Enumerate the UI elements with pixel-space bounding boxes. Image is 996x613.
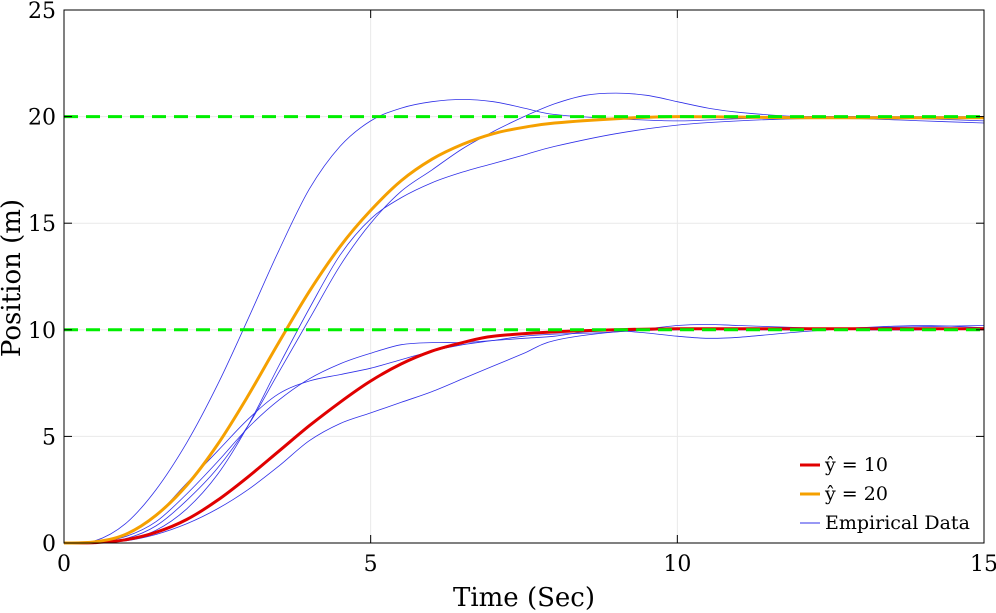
plot-area-frame (63, 9, 985, 544)
legend-label: ŷ = 20 (824, 483, 888, 505)
y-tick-label: 5 (42, 425, 56, 450)
y-tick-label: 20 (28, 106, 56, 131)
x-tick-label: 0 (57, 552, 71, 577)
legend-label: ŷ = 10 (824, 454, 888, 476)
y-axis-ticks: 0 5 10 15 20 25 (28, 0, 984, 557)
x-tick-label: 5 (364, 552, 378, 577)
y-tick-label: 0 (42, 532, 56, 557)
series-line-y-hat-10 (63, 327, 984, 545)
y-axis-title: Position (m) (0, 199, 27, 357)
x-tick-label: 10 (663, 552, 691, 577)
legend-label: Empirical Data (825, 512, 970, 534)
data-series (63, 92, 985, 545)
y-tick-label: 25 (28, 0, 56, 24)
x-tick-label: 15 (970, 552, 996, 577)
series-line-empirical-run-1 (63, 99, 984, 544)
series-line-empirical-run-3 (63, 118, 985, 544)
series-line-empirical-run-2 (63, 92, 985, 544)
x-axis-title: Time (Sec) (453, 583, 595, 613)
y-tick-label: 10 (28, 319, 56, 344)
y-tick-label: 15 (28, 212, 56, 237)
x-axis-ticks: 0 5 10 15 (57, 10, 996, 577)
legend: ŷ = 10 ŷ = 20 Empirical Data (800, 454, 970, 534)
